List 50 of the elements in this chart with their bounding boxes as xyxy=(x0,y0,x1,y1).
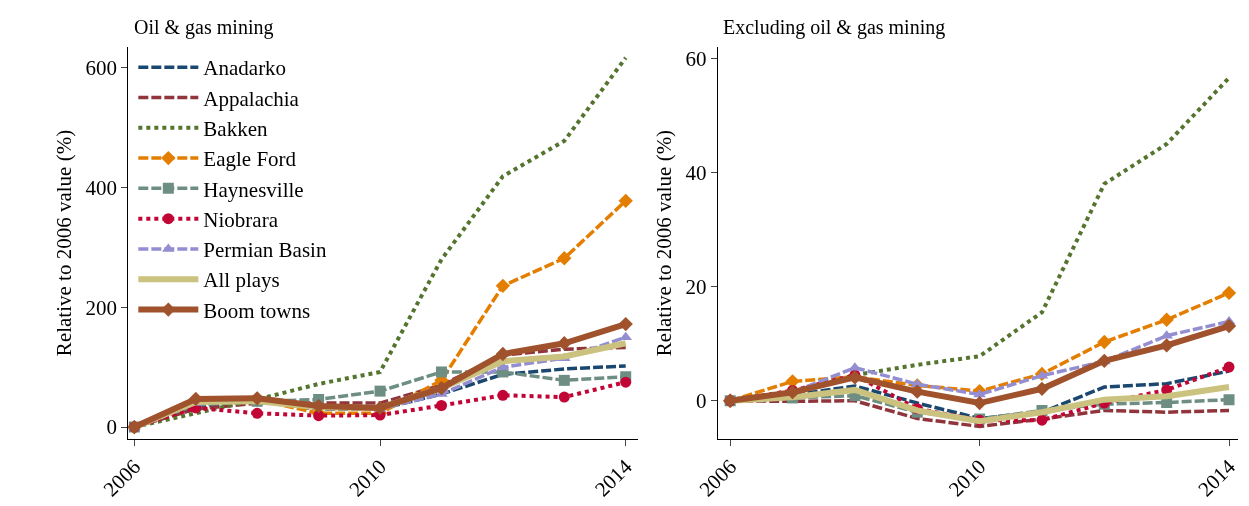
point xyxy=(1159,338,1174,353)
point xyxy=(435,399,447,411)
y-tick-label: 60 xyxy=(685,46,707,71)
point xyxy=(435,366,447,378)
legend-label: All plays xyxy=(203,268,280,293)
legend-label: Appalachia xyxy=(203,86,300,111)
point xyxy=(620,376,632,388)
point xyxy=(374,385,386,397)
legend-label: Anadarko xyxy=(203,56,287,81)
y-tick-label: 0 xyxy=(696,389,707,414)
y-tick-label: 200 xyxy=(85,295,118,320)
point xyxy=(1223,394,1235,406)
point xyxy=(910,384,925,399)
point xyxy=(557,336,572,351)
point xyxy=(495,278,511,293)
legend-label: Haynesville xyxy=(203,177,304,202)
point xyxy=(434,380,449,396)
chart-title: Excluding oil & gas mining xyxy=(723,16,946,39)
point xyxy=(618,193,633,208)
point xyxy=(1036,414,1048,426)
point xyxy=(311,398,326,414)
point xyxy=(619,331,633,341)
point xyxy=(558,391,570,403)
point xyxy=(1034,381,1050,396)
point xyxy=(973,388,986,398)
point xyxy=(618,316,633,332)
legend-label: Permian Basin xyxy=(203,238,327,263)
point xyxy=(497,389,509,401)
y-tick-label: 40 xyxy=(685,160,707,185)
y-tick-label: 0 xyxy=(106,415,118,440)
point xyxy=(251,407,263,419)
point xyxy=(558,374,570,386)
point xyxy=(1223,361,1235,373)
chart-title: Oil & gas mining xyxy=(134,16,274,39)
point xyxy=(557,251,572,266)
y-tick-label: 400 xyxy=(85,175,118,200)
point xyxy=(1221,318,1237,334)
legend-label: Eagle Ford xyxy=(203,147,297,172)
point xyxy=(1159,312,1174,327)
point xyxy=(313,410,325,422)
legend-label: Bakken xyxy=(203,116,268,141)
point xyxy=(1097,334,1112,350)
point xyxy=(972,395,987,411)
point xyxy=(1221,285,1237,301)
legend-label: Boom towns xyxy=(203,298,311,323)
y-tick-label: 600 xyxy=(85,56,118,81)
y-tick-label: 20 xyxy=(685,275,707,299)
legend-label: Niobrara xyxy=(203,207,279,232)
y-axis-title: Relative to 2006 value (%) xyxy=(651,129,676,357)
y-axis-title: Relative to 2006 value (%) xyxy=(51,129,76,357)
